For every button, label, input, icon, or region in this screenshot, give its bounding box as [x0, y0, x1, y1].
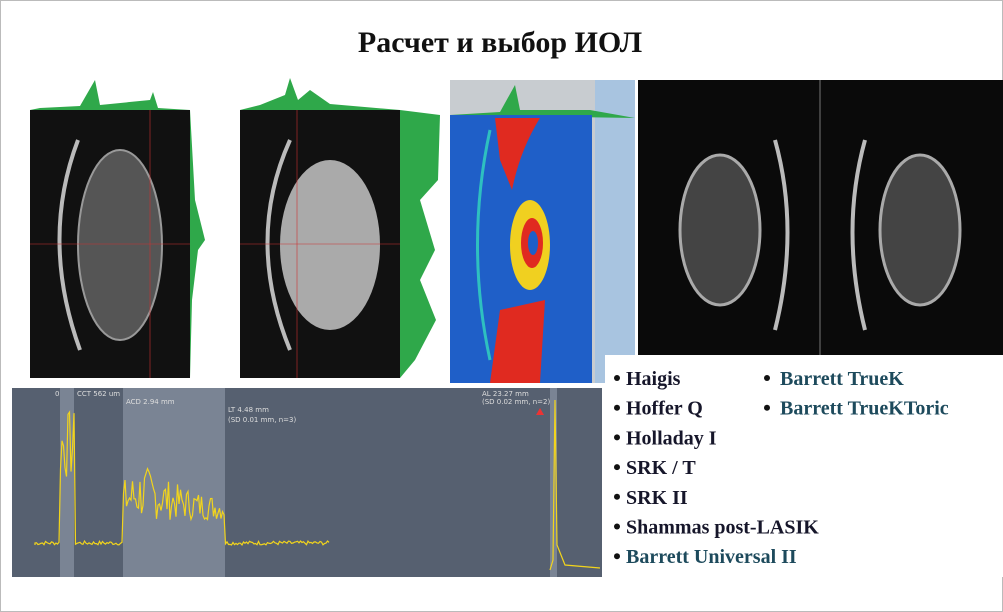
formula-item: Holladay I: [626, 427, 717, 449]
biometry-graph: 0 CCT 562 um ACD 2.94 mm LT 4.48 mm (SD …: [12, 388, 602, 577]
bullet: [614, 375, 620, 381]
bio-label: CCT 562 um: [77, 390, 120, 398]
bio-label: AL 23.27 mm: [482, 390, 529, 398]
bio-label: (SD 0.01 mm, n=3): [228, 416, 296, 424]
bullet: [614, 494, 620, 500]
page: Расчет и выбор ИОЛ: [0, 0, 1003, 612]
formula-item: Barrett Universal II: [626, 546, 797, 568]
formula-item: Haigis: [626, 368, 681, 390]
formula-item: SRK / T: [626, 457, 696, 479]
slide: Расчет и выбор ИОЛ: [0, 0, 1003, 612]
bio-label: 0: [55, 390, 59, 398]
formula-item: Barrett TrueK: [780, 368, 904, 390]
formula-item: Hoffer Q: [626, 398, 703, 420]
bullet: [614, 524, 620, 530]
bullet: [764, 375, 770, 381]
bullet: [614, 553, 620, 559]
bullet: [614, 464, 620, 470]
scan-panel-3: [450, 80, 635, 383]
bullet: [614, 434, 620, 440]
bio-label: LT 4.48 mm: [228, 406, 269, 414]
slide-title: Расчет и выбор ИОЛ: [358, 26, 642, 59]
bullet: [614, 405, 620, 411]
formula-item: SRK II: [626, 487, 688, 509]
formula-item: Barrett TrueKToric: [780, 398, 949, 420]
formula-item: Shammas post-LASIK: [626, 517, 819, 539]
scan-panel-1: [30, 80, 205, 378]
bio-label: (SD 0.02 mm, n=2): [482, 398, 550, 406]
scan-panel-4: [638, 80, 1003, 355]
bio-label: ACD 2.94 mm: [126, 398, 175, 406]
bullet: [764, 405, 770, 411]
scan-panel-2: [240, 78, 440, 378]
